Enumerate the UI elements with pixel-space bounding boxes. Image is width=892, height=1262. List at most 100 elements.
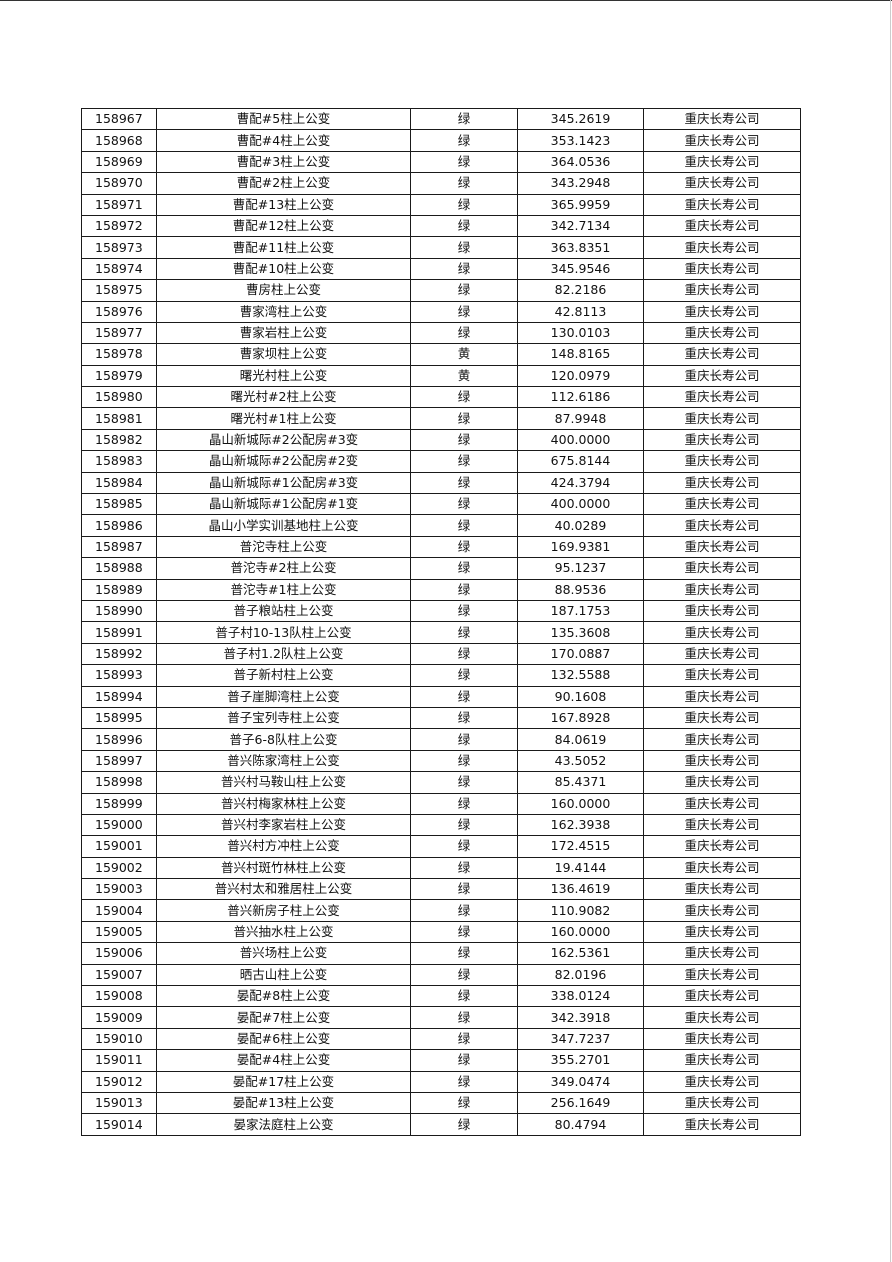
cell-name: 普子新村柱上公变 <box>156 664 411 687</box>
cell-id: 158978 <box>81 343 157 366</box>
cell-value: 342.3918 <box>517 1006 644 1029</box>
cell-company: 重庆长寿公司 <box>643 685 801 708</box>
cell-id: 158968 <box>81 129 157 152</box>
cell-id: 158971 <box>81 193 157 216</box>
cell-value: 84.0619 <box>517 728 644 751</box>
cell-value: 400.0000 <box>517 493 644 516</box>
cell-status: 绿 <box>410 642 518 666</box>
cell-name: 曙光村#2柱上公变 <box>156 386 411 409</box>
table-row: 158967 曹配#5柱上公变绿 345.2619 重庆长寿公司 <box>81 107 801 131</box>
table-row: 158998 普兴村马鞍山柱上公变绿 85.4371 重庆长寿公司 <box>81 771 801 794</box>
cell-value: 110.9082 <box>517 899 644 922</box>
table-row: 159002 普兴村斑竹林柱上公变绿 19.4144 重庆长寿公司 <box>81 856 801 880</box>
cell-name: 曹配#4柱上公变 <box>156 129 411 152</box>
table-row: 158979 曙光村柱上公变黄 120.0979 重庆长寿公司 <box>81 364 801 388</box>
cell-name: 普兴抽水柱上公变 <box>156 920 411 944</box>
table-row: 158982 晶山新城际#2公配房#3变绿 400.0000 重庆长寿公司 <box>81 428 801 452</box>
cell-value: 42.8113 <box>517 300 644 323</box>
cell-id: 159007 <box>81 963 157 987</box>
cell-name: 普兴村方冲柱上公变 <box>156 835 411 858</box>
table-row: 158971 曹配#13柱上公变绿 365.9959 重庆长寿公司 <box>81 193 801 216</box>
cell-status: 绿 <box>410 535 518 559</box>
cell-id: 158973 <box>81 236 157 259</box>
cell-company: 重庆长寿公司 <box>643 428 801 452</box>
table-row: 159009 晏配#7柱上公变绿 342.3918 重庆长寿公司 <box>81 1006 801 1029</box>
table-row: 158974 曹配#10柱上公变绿 345.9546 重庆长寿公司 <box>81 257 801 281</box>
cell-company: 重庆长寿公司 <box>643 514 801 537</box>
cell-id: 158993 <box>81 664 157 687</box>
cell-name: 曹家坝柱上公变 <box>156 343 411 366</box>
cell-status: 绿 <box>410 664 518 687</box>
cell-value: 170.0887 <box>517 642 644 666</box>
cell-company: 重庆长寿公司 <box>643 471 801 495</box>
cell-status: 绿 <box>410 920 518 944</box>
cell-company: 重庆长寿公司 <box>643 963 801 987</box>
cell-id: 159000 <box>81 813 157 837</box>
cell-company: 重庆长寿公司 <box>643 599 801 623</box>
cell-id: 158996 <box>81 728 157 751</box>
table-body: 158967 曹配#5柱上公变绿 345.2619 重庆长寿公司 158968 曹配#4柱… <box>81 107 801 1136</box>
cell-id: 158983 <box>81 450 157 473</box>
table-row: 158992 普子村1.2队柱上公变绿 170.0887 重庆长寿公司 <box>81 642 801 666</box>
cell-status: 绿 <box>410 792 518 815</box>
cell-value: 160.0000 <box>517 920 644 944</box>
cell-name: 普子6-8队柱上公变 <box>156 728 411 751</box>
table-row: 159013 晏配#13柱上公变绿 256.1649 重庆长寿公司 <box>81 1091 801 1115</box>
cell-value: 424.3794 <box>517 471 644 495</box>
cell-company: 重庆长寿公司 <box>643 279 801 302</box>
cell-value: 80.4794 <box>517 1113 644 1136</box>
cell-id: 158981 <box>81 407 157 430</box>
table-row: 159006 普兴场柱上公变绿 162.5361 重庆长寿公司 <box>81 942 801 965</box>
cell-value: 132.5588 <box>517 664 644 687</box>
cell-value: 343.2948 <box>517 172 644 195</box>
data-table: 158967 曹配#5柱上公变绿 345.2619 重庆长寿公司 158968 曹配#4柱… <box>81 107 801 1136</box>
table-row: 158976 曹家湾柱上公变绿 42.8113 重庆长寿公司 <box>81 300 801 323</box>
cell-value: 43.5052 <box>517 749 644 773</box>
cell-value: 130.0103 <box>517 321 644 345</box>
cell-id: 158989 <box>81 578 157 601</box>
cell-name: 曹家湾柱上公变 <box>156 300 411 323</box>
table-row: 158988 普沱寺#2柱上公变绿 95.1237 重庆长寿公司 <box>81 557 801 580</box>
cell-company: 重庆长寿公司 <box>643 1027 801 1051</box>
cell-status: 绿 <box>410 493 518 516</box>
cell-value: 112.6186 <box>517 386 644 409</box>
cell-name: 晏配#17柱上公变 <box>156 1070 411 1093</box>
cell-value: 88.9536 <box>517 578 644 601</box>
cell-status: 绿 <box>410 321 518 345</box>
cell-company: 重庆长寿公司 <box>643 706 801 730</box>
cell-id: 158977 <box>81 321 157 345</box>
cell-status: 绿 <box>410 386 518 409</box>
cell-company: 重庆长寿公司 <box>643 343 801 366</box>
cell-id: 158984 <box>81 471 157 495</box>
cell-company: 重庆长寿公司 <box>643 407 801 430</box>
table-row: 158987 普沱寺柱上公变绿 169.9381 重庆长寿公司 <box>81 535 801 559</box>
cell-company: 重庆长寿公司 <box>643 493 801 516</box>
page-top-edge <box>0 0 892 1</box>
cell-company: 重庆长寿公司 <box>643 386 801 409</box>
cell-id: 159002 <box>81 856 157 880</box>
cell-id: 158987 <box>81 535 157 559</box>
cell-name: 曙光村柱上公变 <box>156 364 411 388</box>
table-row: 158985 晶山新城际#1公配房#1变绿 400.0000 重庆长寿公司 <box>81 493 801 516</box>
cell-name: 普子崖脚湾柱上公变 <box>156 685 411 708</box>
cell-value: 675.8144 <box>517 450 644 473</box>
cell-company: 重庆长寿公司 <box>643 535 801 559</box>
cell-status: 绿 <box>410 557 518 580</box>
cell-name: 晏配#7柱上公变 <box>156 1006 411 1029</box>
cell-status: 绿 <box>410 450 518 473</box>
cell-name: 晶山新城际#1公配房#3变 <box>156 471 411 495</box>
cell-status: 绿 <box>410 172 518 195</box>
cell-value: 256.1649 <box>517 1091 644 1115</box>
cell-id: 158991 <box>81 621 157 644</box>
cell-name: 普兴村太和雅居柱上公变 <box>156 878 411 901</box>
table-row: 158993 普子新村柱上公变绿 132.5588 重庆长寿公司 <box>81 664 801 687</box>
cell-id: 158998 <box>81 771 157 794</box>
table-row: 159011 晏配#4柱上公变绿 355.2701 重庆长寿公司 <box>81 1049 801 1072</box>
cell-value: 82.0196 <box>517 963 644 987</box>
table-row: 158973 曹配#11柱上公变绿 363.8351 重庆长寿公司 <box>81 236 801 259</box>
cell-status: 绿 <box>410 878 518 901</box>
cell-value: 95.1237 <box>517 557 644 580</box>
cell-name: 普子粮站柱上公变 <box>156 599 411 623</box>
cell-company: 重庆长寿公司 <box>643 899 801 922</box>
cell-company: 重庆长寿公司 <box>643 257 801 281</box>
